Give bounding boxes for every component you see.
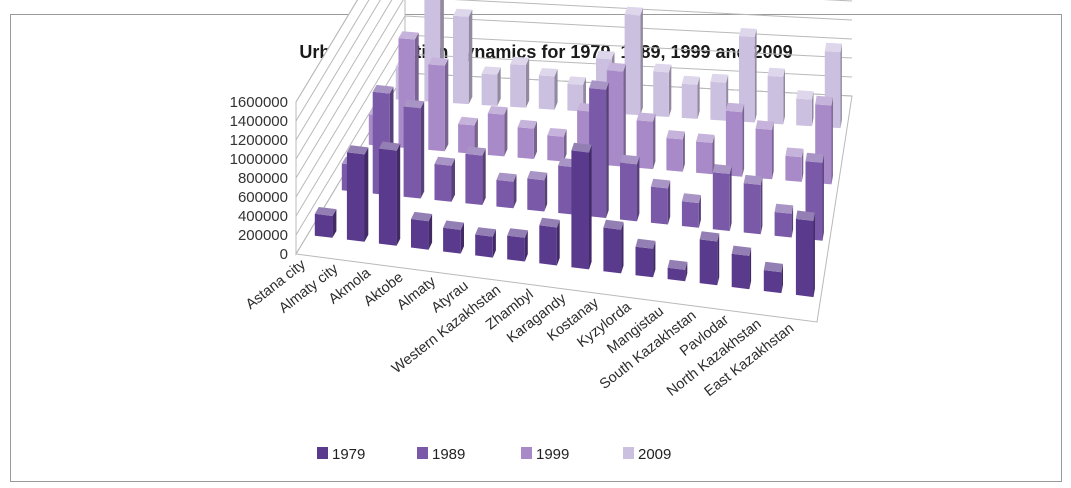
bar [624,6,643,116]
bar [346,145,369,242]
bar [767,67,785,125]
y-tick-label: 0 [280,246,288,263]
legend-label: 2009 [638,446,671,463]
y-axis-ticks: 1600000 1400000 1200000 1000000 800000 600000… [230,94,288,263]
gridline [295,0,359,103]
bar [571,142,592,270]
bar [725,102,745,177]
gridline [295,0,381,141]
y-tick-label: 400000 [238,208,288,225]
bar [453,8,473,105]
legend: 1979 1989 1999 2009 [317,446,671,463]
bar [539,217,560,266]
bar [314,207,337,238]
bar [731,245,752,290]
legend-label: 1979 [332,446,365,463]
y-tick-label: 1400000 [230,113,288,130]
bar [403,99,425,199]
y-tick-label: 200000 [238,227,288,244]
gridline [295,0,853,179]
legend-label: 1989 [432,446,465,463]
bar [428,57,449,152]
bar [681,75,700,119]
bar [667,259,688,282]
legend-label: 1999 [536,446,569,463]
bar [443,220,464,254]
bar [603,219,624,274]
legend-swatch [417,447,428,459]
y-tick-label: 1000000 [230,151,288,168]
bars [314,0,842,298]
bar [774,203,794,238]
bar [547,128,567,162]
y-tick-label: 1200000 [230,132,288,149]
bar [739,28,757,123]
gridline [295,15,853,198]
bar [763,261,783,294]
bar [411,211,433,250]
bar [620,154,640,222]
bar [589,80,609,218]
bar [795,210,815,298]
gridline [295,0,370,122]
bar [487,106,508,157]
bar [378,141,401,246]
bar [481,66,501,106]
bar [507,228,528,262]
legend-swatch [521,447,532,459]
bar [653,63,672,117]
gridlines [295,0,853,255]
bar [710,73,729,121]
legend-swatch [317,447,328,459]
bar [712,164,732,231]
bar [650,178,671,225]
bar [458,116,478,154]
bar [465,146,486,205]
bar [635,238,656,278]
bar [636,112,656,170]
bar [755,120,774,180]
bar [696,133,715,175]
bar [666,130,685,172]
bar [517,119,537,159]
y-tick-label: 1600000 [230,94,288,111]
bar [699,231,720,286]
bar [496,172,517,209]
bar [606,62,626,167]
gridline [295,0,853,160]
bar [785,147,804,182]
bar [510,56,530,108]
bar [434,156,455,202]
bar [567,76,586,112]
y-tick-label: 600000 [238,189,288,206]
chart-title: Urban population dynamics for 1979, 1989… [299,42,792,62]
bar [796,90,814,127]
y-tick-label: 800000 [238,170,288,187]
bar [743,174,763,235]
bar [527,170,548,212]
legend-swatch [623,447,634,459]
bar [475,227,496,258]
bar [538,68,558,110]
bar [681,193,701,228]
